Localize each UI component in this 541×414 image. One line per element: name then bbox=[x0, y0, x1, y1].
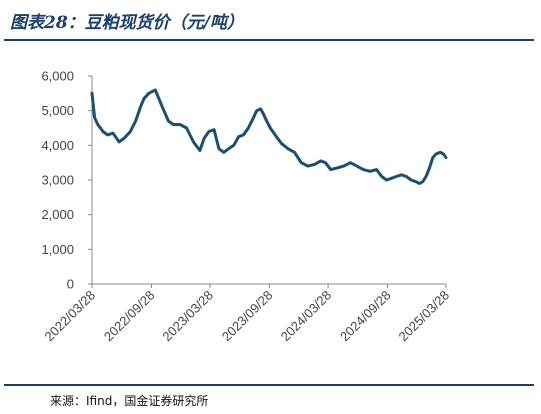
x-tick-label: 2025/03/28 bbox=[395, 288, 452, 345]
x-tick-label: 2023/03/28 bbox=[159, 288, 216, 345]
source-note: 来源：Ifind，国金证券研究所 bbox=[50, 394, 209, 408]
chart-axes: 0 1,000 2,000 3,000 4,000 5,000 6,000 2022/03/2… bbox=[41, 69, 452, 345]
y-tick-label: 4,000 bbox=[41, 138, 74, 153]
chart-title: 图表28：豆粕现货价（元/吨） bbox=[10, 13, 244, 33]
y-tick-label: 5,000 bbox=[41, 103, 74, 118]
chart-plot-area bbox=[90, 88, 448, 185]
title-divider bbox=[4, 39, 534, 41]
y-tick-label: 6,000 bbox=[41, 69, 74, 84]
y-tick-label: 3,000 bbox=[41, 173, 74, 188]
x-tick-label: 2022/09/28 bbox=[101, 288, 158, 345]
soymeal-price-chart: 0 1,000 2,000 3,000 4,000 5,000 6,000 2022/03/2… bbox=[41, 69, 452, 345]
x-tick-label: 2023/09/28 bbox=[219, 288, 276, 345]
footer-divider bbox=[4, 384, 534, 386]
x-tick-label: 2024/09/28 bbox=[337, 288, 394, 345]
y-tick-label: 1,000 bbox=[41, 242, 74, 257]
price-series-line bbox=[90, 88, 448, 185]
x-tick-label: 2022/03/28 bbox=[41, 288, 98, 345]
x-tick-label: 2024/03/28 bbox=[278, 288, 335, 345]
y-tick-label: 0 bbox=[67, 277, 74, 292]
y-tick-label: 2,000 bbox=[41, 207, 74, 222]
